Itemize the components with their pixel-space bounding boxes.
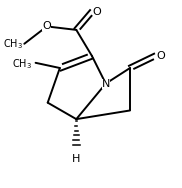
Text: N: N <box>102 79 110 89</box>
Text: O: O <box>42 21 51 31</box>
Text: $\mathregular{CH_3}$: $\mathregular{CH_3}$ <box>12 58 32 71</box>
Text: O: O <box>93 7 102 17</box>
Text: O: O <box>157 51 166 61</box>
Text: H: H <box>72 154 80 164</box>
Text: $\mathregular{CH_3}$: $\mathregular{CH_3}$ <box>3 37 23 51</box>
